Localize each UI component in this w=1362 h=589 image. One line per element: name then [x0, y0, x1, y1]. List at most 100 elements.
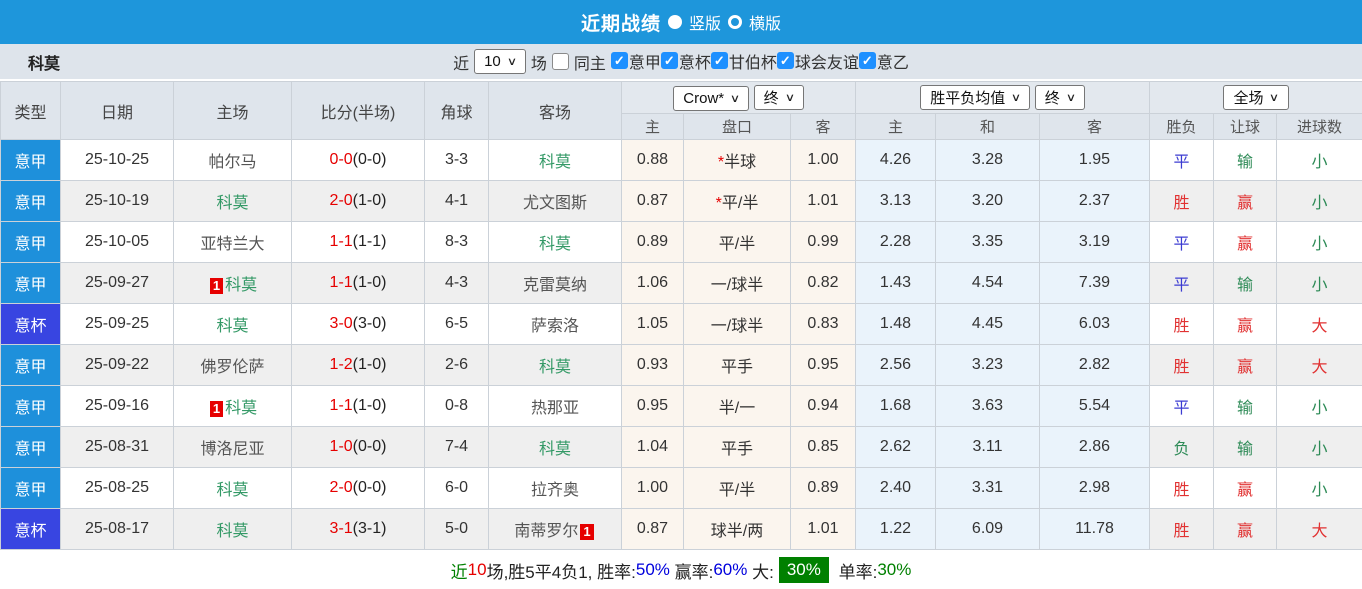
- league-checkbox[interactable]: [660, 52, 678, 70]
- corner-score: 5-0: [424, 508, 489, 550]
- home-team[interactable]: 博洛尼亚: [173, 426, 292, 468]
- corner-score: 4-1: [424, 180, 489, 222]
- league-badge: 意甲: [0, 262, 61, 304]
- league-badge: 意甲: [0, 180, 61, 222]
- result-wdl: 胜: [1149, 344, 1214, 386]
- bookmaker-select[interactable]: Crow* ∨: [673, 85, 750, 111]
- home-team[interactable]: 帕尔马: [173, 139, 292, 181]
- avg-draw-odds: 4.54: [935, 262, 1040, 304]
- avg-win-odds: 3.13: [855, 180, 936, 222]
- away-team[interactable]: 克雷莫纳: [488, 262, 622, 304]
- away-team[interactable]: 热那亚: [488, 385, 622, 427]
- handicap-home-odds: 0.95: [621, 385, 684, 427]
- avg-draw-odds: 3.31: [935, 467, 1040, 509]
- away-team[interactable]: 拉齐奥: [488, 467, 622, 509]
- handicap-line: 一/球半: [683, 303, 791, 345]
- home-team[interactable]: 1 科莫: [173, 262, 292, 304]
- match-score: 1-0(0-0): [291, 426, 425, 468]
- handicap-line: 平手: [683, 426, 791, 468]
- result-handicap: 赢: [1213, 344, 1277, 386]
- handicap-away-odds: 0.83: [790, 303, 856, 345]
- handicap-away-odds: 0.89: [790, 467, 856, 509]
- match-score: 3-1(3-1): [291, 508, 425, 550]
- result-wdl: 平: [1149, 221, 1214, 263]
- avg-lose-odds: 2.98: [1039, 467, 1150, 509]
- handicap-line: 平/半: [683, 221, 791, 263]
- league-checkbox[interactable]: [710, 52, 728, 70]
- avg-lose-odds: 11.78: [1039, 508, 1150, 550]
- handicap-line: *平/半: [683, 180, 791, 222]
- scope-group-header: 全场 ∨: [1148, 81, 1362, 114]
- home-team[interactable]: 科莫: [173, 303, 292, 345]
- league-label: 球会友谊: [794, 54, 859, 72]
- avg-state-select[interactable]: 终 ∨: [1034, 85, 1085, 110]
- corner-score: 3-3: [424, 139, 489, 181]
- home-team[interactable]: 亚特兰大: [173, 221, 292, 263]
- subheader-avg-draw: 和: [935, 113, 1040, 140]
- result-wdl: 胜: [1149, 180, 1214, 222]
- away-team[interactable]: 尤文图斯: [488, 180, 622, 222]
- handicap-home-odds: 0.93: [621, 344, 684, 386]
- handicap-state-select[interactable]: 终 ∨: [753, 84, 804, 110]
- league-checkbox[interactable]: [776, 52, 794, 70]
- horizontal-layout-radio[interactable]: [728, 15, 742, 29]
- result-goals: 大: [1275, 508, 1362, 550]
- league-badge: 意杯: [0, 303, 61, 345]
- subheader-avg-lose: 客: [1039, 113, 1150, 140]
- horizontal-layout-label: 横版: [749, 16, 782, 33]
- result-handicap: 赢: [1213, 508, 1277, 550]
- chevron-down-icon: ∨: [1010, 92, 1022, 104]
- avg-win-odds: 1.48: [855, 303, 936, 345]
- league-badge: 意甲: [0, 344, 61, 386]
- away-team[interactable]: 科莫: [488, 139, 622, 181]
- header-away: 客场: [488, 81, 622, 140]
- vertical-layout-radio[interactable]: [667, 15, 682, 29]
- handicap-away-odds: 1.00: [790, 139, 856, 181]
- match-count-select[interactable]: 10 ∨: [474, 49, 526, 74]
- league-badge: 意甲: [0, 139, 61, 181]
- match-row: 意甲 25-08-25 科莫 2-0(0-0) 6-0 拉齐奥 1.00 平/半 0.89 2.4…: [0, 467, 1362, 509]
- match-score: 1-1(1-1): [291, 221, 425, 263]
- away-team[interactable]: 科莫: [488, 426, 622, 468]
- result-wdl: 胜: [1149, 508, 1214, 550]
- same-home-checkbox[interactable]: [551, 53, 569, 70]
- league-checkbox[interactable]: [858, 52, 876, 70]
- avg-win-odds: 4.26: [855, 139, 936, 181]
- match-score: 2-0(0-0): [291, 467, 425, 509]
- match-row: 意甲 25-10-19 科莫 2-0(1-0) 4-1 尤文图斯 0.87 *平/半 1.01 3…: [0, 180, 1362, 222]
- corner-score: 4-3: [424, 262, 489, 304]
- home-team[interactable]: 科莫: [173, 180, 292, 222]
- home-team[interactable]: 佛罗伦萨: [173, 344, 292, 386]
- corner-score: 8-3: [424, 221, 489, 263]
- away-team[interactable]: 科莫: [488, 344, 622, 386]
- red-card-badge: 1: [209, 401, 224, 417]
- bookmaker-value: Crow*: [683, 89, 725, 107]
- result-goals: 小: [1275, 180, 1362, 222]
- away-team[interactable]: 科莫: [488, 221, 622, 263]
- avg-odds-select[interactable]: 胜平负均值 ∨: [920, 85, 1031, 110]
- home-team[interactable]: 科莫: [173, 508, 292, 550]
- league-checkbox[interactable]: [610, 52, 628, 70]
- result-handicap: 赢: [1213, 221, 1277, 263]
- league-badge: 意杯: [0, 508, 61, 550]
- handicap-home-odds: 1.05: [621, 303, 684, 345]
- header-home: 主场: [173, 81, 292, 140]
- summary-segment: 胜率:: [597, 562, 636, 582]
- scope-select[interactable]: 全场 ∨: [1223, 85, 1289, 110]
- same-home-label: 同主: [573, 55, 606, 73]
- avg-draw-odds: 4.45: [935, 303, 1040, 345]
- match-score: 1-1(1-0): [291, 385, 425, 427]
- handicap-away-odds: 1.01: [790, 180, 856, 222]
- match-row: 意杯 25-09-25 科莫 3-0(3-0) 6-5 萨索洛 1.05 一/球半 0.83 1.…: [0, 303, 1362, 345]
- home-team[interactable]: 科莫: [173, 467, 292, 509]
- handicap-line: 平手: [683, 344, 791, 386]
- home-team[interactable]: 1 科莫: [173, 385, 292, 427]
- away-team[interactable]: 萨索洛: [488, 303, 622, 345]
- league-label: 意甲: [628, 54, 661, 72]
- result-wdl: 平: [1149, 262, 1214, 304]
- handicap-group-header: Crow* ∨ 终 ∨: [621, 81, 856, 114]
- red-card-badge: 1: [209, 278, 224, 294]
- filter-controls: 近 10 ∨ 场 同主 意甲意杯甘伯杯球会友谊意乙: [453, 49, 909, 75]
- summary-segment: 10: [467, 560, 487, 579]
- away-team[interactable]: 南蒂罗尔 1: [488, 508, 622, 550]
